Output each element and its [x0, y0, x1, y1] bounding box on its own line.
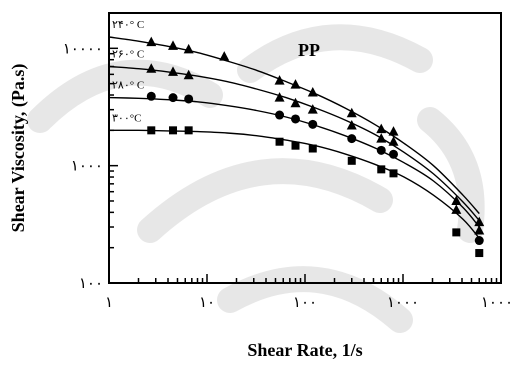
y-tick-label: ۱۰۰ — [79, 276, 103, 292]
series-1-point — [290, 79, 301, 89]
series-1-point — [168, 40, 179, 50]
series-4-label: ۳۰۰°C — [112, 112, 141, 124]
series-4-point — [184, 126, 193, 135]
series-1-point — [376, 123, 387, 134]
watermark — [27, 24, 485, 333]
series-2-point — [307, 104, 318, 114]
y-axis-labels: ۱۰۰ ۱۰۰۰ ۱۰۰۰۰ — [63, 41, 103, 292]
x-tick-label: ۱۰۰۰۰ — [481, 295, 514, 311]
series-2-point — [274, 92, 285, 102]
series-2-point — [388, 136, 399, 146]
x-axis-ticks — [108, 274, 502, 283]
series-2-label: ۲۶۰° C — [112, 48, 144, 60]
series-1-point — [146, 36, 157, 47]
watermark-stroke — [417, 107, 485, 243]
series-2-point — [346, 119, 357, 130]
series-3-point — [146, 91, 156, 101]
series-1-point — [307, 87, 318, 97]
y-tick-label: ۱۰۰۰۰ — [63, 41, 103, 57]
chart-title: PP — [298, 40, 320, 60]
series-1-point — [274, 75, 285, 85]
series-2-point — [168, 66, 179, 76]
series-2-point — [474, 225, 485, 235]
x-tick-label: ۱۰ — [199, 295, 215, 311]
series-markers — [146, 36, 485, 258]
series-3-point — [168, 93, 178, 103]
series-3-point — [376, 145, 386, 155]
x-tick-label: ۱۰۰ — [293, 295, 317, 311]
series-3-point — [308, 119, 318, 129]
series-1-point — [346, 107, 357, 118]
series-4-point — [291, 141, 300, 150]
series-3-label: ۲۸۰° C — [112, 80, 144, 92]
series-4-point — [389, 169, 398, 178]
y-axis-title: Shear Viscosity, (Pa.s) — [8, 64, 29, 233]
series-4-point — [147, 126, 156, 135]
series-2-point — [146, 63, 157, 73]
series-4-point — [308, 144, 317, 153]
series-temperature-labels: ۲۴۰° C ۲۶۰° C ۲۸۰° C ۳۰۰°C — [112, 19, 144, 124]
series-1-label: ۲۴۰° C — [112, 19, 144, 31]
watermark-stroke — [27, 59, 223, 133]
x-axis-title: Shear Rate, 1/s — [247, 340, 362, 360]
series-3-point — [184, 94, 194, 104]
series-3-point — [275, 110, 285, 120]
watermark-stroke — [237, 24, 433, 83]
series-2-point — [376, 133, 387, 143]
series-2-point — [451, 204, 462, 214]
series-3-point — [474, 236, 484, 246]
y-tick-label: ۱۰۰۰ — [71, 159, 103, 175]
series-4-point — [169, 126, 178, 135]
series-4-point — [347, 156, 356, 165]
series-4-point — [452, 228, 461, 237]
series-4-point — [275, 137, 284, 146]
series-4-point — [475, 249, 484, 258]
series-3-point — [291, 114, 301, 124]
series-2-point — [183, 69, 194, 80]
x-axis-labels: ۱ ۱۰ ۱۰۰ ۱۰۰۰ ۱۰۰۰۰ — [105, 295, 514, 311]
series-1-point — [451, 195, 462, 205]
series-3-point — [389, 149, 399, 159]
y-axis-ticks — [109, 12, 118, 284]
series-1-point — [219, 51, 230, 61]
series-2-point — [290, 97, 301, 108]
series-1-point — [474, 216, 485, 227]
series-4-point — [377, 165, 386, 174]
series-1-point — [388, 126, 399, 136]
x-tick-label: ۱ — [105, 295, 113, 311]
series-3-point — [347, 134, 357, 144]
series-1-point — [183, 43, 194, 54]
watermark-stroke — [217, 266, 413, 333]
x-tick-label: ۱۰۰۰ — [387, 295, 419, 311]
watermark-stroke — [137, 158, 393, 243]
